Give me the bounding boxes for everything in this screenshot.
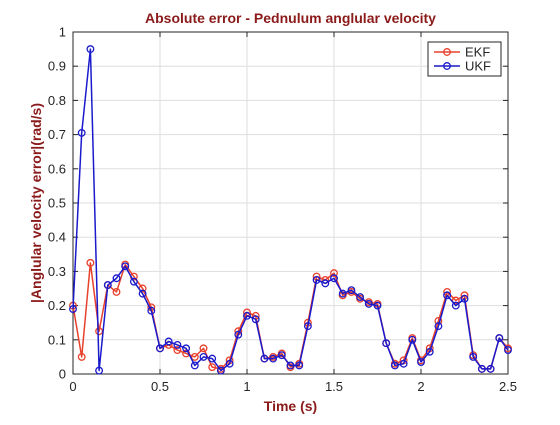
ekf-point bbox=[86, 258, 95, 267]
ukf-point bbox=[408, 335, 417, 344]
ukf-point bbox=[460, 294, 469, 303]
ukf-point bbox=[216, 366, 225, 375]
x-axis-label: Time (s) bbox=[264, 398, 317, 414]
ukf-point bbox=[347, 286, 356, 295]
y-tick-label: 1 bbox=[59, 25, 66, 40]
ukf-point bbox=[112, 274, 121, 283]
x-tick-label: 2 bbox=[417, 379, 424, 394]
ukf-point bbox=[95, 366, 104, 375]
ukf-point bbox=[434, 322, 443, 331]
ukf-point bbox=[417, 358, 425, 366]
ukf-point bbox=[312, 276, 321, 284]
ukf-point bbox=[251, 315, 260, 324]
ukf-point bbox=[277, 351, 286, 360]
ukf-point bbox=[138, 289, 147, 298]
ukf-point bbox=[451, 301, 460, 310]
ukf-point bbox=[330, 274, 338, 283]
ukf-point bbox=[425, 347, 434, 356]
y-tick-label: 0.9 bbox=[48, 59, 66, 74]
axis-ticks: 0 0.5 1 1.5 2 2.5 0 0.1 0.2 0.3 0.4 0.5 0.6 0.7 0.8 0.9… bbox=[48, 25, 517, 395]
y-tick-label: 0.3 bbox=[48, 264, 66, 279]
ukf-point bbox=[208, 354, 217, 363]
ukf-line bbox=[72, 48, 509, 372]
legend-box bbox=[427, 41, 502, 77]
ukf-point bbox=[147, 306, 156, 315]
ukf-point bbox=[469, 352, 478, 361]
ekf-point bbox=[112, 287, 121, 296]
ukf-point bbox=[243, 311, 251, 320]
legend-ukf-marker bbox=[443, 62, 451, 70]
ukf-point bbox=[443, 291, 452, 300]
ekf-point bbox=[451, 296, 460, 305]
ukf-point bbox=[390, 361, 399, 370]
ukf-point bbox=[295, 361, 304, 370]
ukf-point bbox=[504, 346, 512, 355]
grid bbox=[72, 31, 509, 375]
ekf-line bbox=[72, 262, 509, 370]
ekf-point bbox=[330, 269, 338, 278]
y-tick-label: 0.7 bbox=[48, 127, 66, 142]
ekf-point bbox=[199, 344, 208, 353]
y-tick-label: 0.1 bbox=[48, 332, 66, 347]
ukf-series bbox=[69, 45, 512, 375]
series-lines bbox=[69, 45, 512, 375]
y-axis-label: |Anglular velocity error|(rad/s) bbox=[28, 103, 44, 303]
x-tick-label: 2.5 bbox=[499, 379, 517, 394]
ukf-point bbox=[199, 352, 208, 361]
ekf-point bbox=[190, 352, 199, 361]
ukf-point bbox=[69, 305, 77, 313]
ukf-point bbox=[486, 364, 495, 373]
legend-ekf-label: EKF bbox=[465, 45, 490, 60]
ukf-point bbox=[338, 289, 347, 298]
ukf-point bbox=[129, 277, 138, 286]
chart-title: Absolute error - Pednulum anglular veloc… bbox=[145, 10, 436, 26]
ukf-point bbox=[364, 299, 373, 308]
ukf-point bbox=[495, 334, 504, 343]
ukf-point bbox=[477, 364, 486, 373]
ukf-point bbox=[269, 354, 278, 363]
ukf-point bbox=[260, 354, 269, 363]
legend-ukf-label: UKF bbox=[465, 59, 491, 74]
ukf-point bbox=[399, 359, 408, 368]
ukf-point bbox=[373, 301, 382, 310]
ukf-point bbox=[77, 128, 86, 137]
ukf-point bbox=[103, 281, 112, 290]
ukf-point bbox=[164, 337, 173, 346]
y-tick-label: 0.8 bbox=[48, 93, 66, 108]
y-tick-label: 0.6 bbox=[48, 161, 66, 176]
ukf-point bbox=[190, 361, 199, 370]
ekf-series bbox=[69, 258, 512, 373]
legend-ekf-marker bbox=[443, 48, 451, 56]
ekf-point bbox=[77, 352, 86, 361]
ukf-point bbox=[156, 344, 164, 353]
y-tick-label: 0.2 bbox=[48, 298, 66, 313]
ukf-point bbox=[303, 322, 312, 331]
ukf-point bbox=[321, 279, 330, 288]
ekf-point bbox=[173, 346, 182, 355]
y-tick-label: 0.5 bbox=[48, 196, 66, 211]
ukf-point bbox=[356, 293, 365, 301]
ukf-point bbox=[382, 339, 391, 348]
ukf-point bbox=[286, 361, 295, 370]
x-tick-label: 1.5 bbox=[325, 379, 343, 394]
x-tick-label: 1 bbox=[243, 379, 250, 394]
x-tick-label: 0.5 bbox=[151, 379, 169, 394]
ukf-point bbox=[173, 340, 182, 349]
ekf-point bbox=[208, 363, 217, 372]
ukf-point bbox=[86, 45, 95, 54]
ukf-point bbox=[234, 330, 243, 339]
x-tick-label: 0 bbox=[69, 379, 76, 394]
ukf-point bbox=[225, 359, 234, 368]
y-tick-label: 0.4 bbox=[48, 230, 66, 245]
y-tick-label: 0 bbox=[59, 367, 66, 382]
ukf-point bbox=[121, 262, 130, 271]
ukf-point bbox=[182, 344, 191, 353]
